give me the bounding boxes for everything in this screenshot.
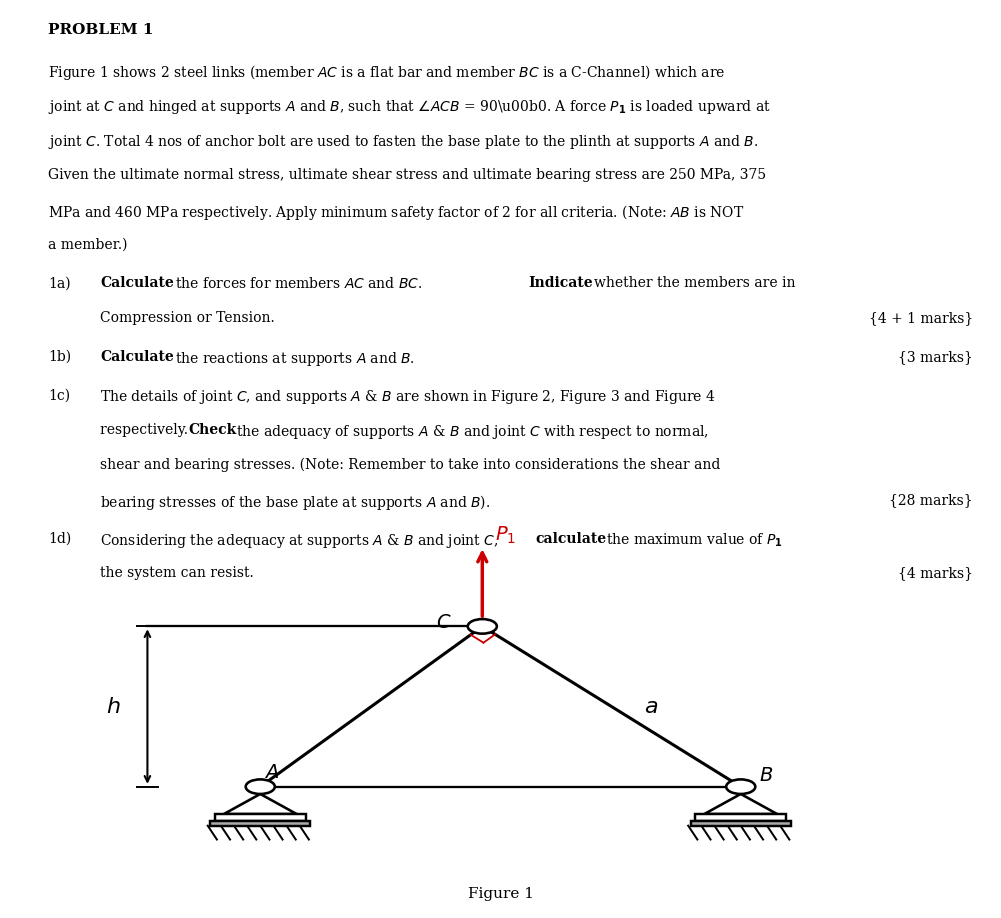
Text: Indicate: Indicate (529, 276, 594, 290)
Text: Check: Check (188, 423, 236, 437)
Text: $B$: $B$ (759, 767, 773, 785)
Text: the adequacy of supports $A$ & $B$ and joint $C$ with respect to normal,: the adequacy of supports $A$ & $B$ and j… (236, 423, 709, 442)
Text: {28 marks}: {28 marks} (889, 493, 973, 507)
Text: {3 marks}: {3 marks} (898, 350, 973, 364)
Text: 1a): 1a) (48, 276, 71, 290)
Polygon shape (696, 814, 786, 821)
Text: 1b): 1b) (48, 350, 71, 364)
Text: calculate: calculate (536, 532, 607, 545)
Text: Figure 1: Figure 1 (467, 887, 534, 901)
Text: {4 + 1 marks}: {4 + 1 marks} (869, 311, 973, 325)
Circle shape (245, 779, 275, 794)
Text: 1d): 1d) (48, 532, 71, 545)
Text: MPa and 460 MPa respectively. Apply minimum safety factor of 2 for all criteria.: MPa and 460 MPa respectively. Apply mini… (48, 203, 745, 222)
Text: Calculate: Calculate (100, 350, 174, 364)
Text: the system can resist.: the system can resist. (100, 566, 254, 580)
Text: $h$: $h$ (106, 696, 120, 718)
Text: respectively.: respectively. (100, 423, 192, 437)
Polygon shape (210, 821, 310, 825)
Polygon shape (215, 814, 305, 821)
Text: bearing stresses of the base plate at supports $A$ and $B$).: bearing stresses of the base plate at su… (100, 493, 490, 512)
Text: whether the members are in: whether the members are in (594, 276, 795, 290)
Text: The details of joint $C$, and supports $A$ & $B$ are shown in Figure 2, Figure 3: The details of joint $C$, and supports $… (100, 388, 716, 407)
Text: a member.): a member.) (48, 238, 127, 252)
Text: the forces for members $AC$ and $BC$.: the forces for members $AC$ and $BC$. (175, 276, 424, 291)
Text: Calculate: Calculate (100, 276, 174, 290)
Circle shape (467, 619, 496, 633)
Text: 1c): 1c) (48, 388, 70, 402)
Text: Compression or Tension.: Compression or Tension. (100, 311, 275, 325)
Text: the reactions at supports $A$ and $B$.: the reactions at supports $A$ and $B$. (175, 350, 415, 368)
Circle shape (726, 779, 756, 794)
Text: the maximum value of $\mathbf{\mathit{P}}_{\mathbf{1}}$: the maximum value of $\mathbf{\mathit{P}… (606, 532, 783, 549)
Text: Figure 1 shows 2 steel links (member $AC$ is a flat bar and member $BC$ is a C-C: Figure 1 shows 2 steel links (member $AC… (48, 63, 726, 83)
Text: $P_1$: $P_1$ (495, 525, 517, 546)
Text: Given the ultimate normal stress, ultimate shear stress and ultimate bearing str: Given the ultimate normal stress, ultima… (48, 168, 766, 182)
Text: joint at $C$ and hinged at supports $A$ and $B$, such that $\angle ACB$ = 90\u00: joint at $C$ and hinged at supports $A$ … (48, 98, 771, 117)
Text: shear and bearing stresses. (Note: Remember to take into considerations the shea: shear and bearing stresses. (Note: Remem… (100, 458, 721, 473)
Text: joint $C$. Total 4 nos of anchor bolt are used to fasten the base plate to the p: joint $C$. Total 4 nos of anchor bolt ar… (48, 133, 759, 151)
Text: $C$: $C$ (436, 614, 451, 633)
Text: PROBLEM 1: PROBLEM 1 (48, 23, 153, 37)
Text: $A$: $A$ (264, 764, 279, 782)
Polygon shape (691, 821, 791, 825)
Text: {4 marks}: {4 marks} (898, 566, 973, 580)
Text: $a$: $a$ (645, 696, 659, 718)
Text: Considering the adequacy at supports $A$ & $B$ and joint $C$,: Considering the adequacy at supports $A$… (100, 532, 499, 550)
